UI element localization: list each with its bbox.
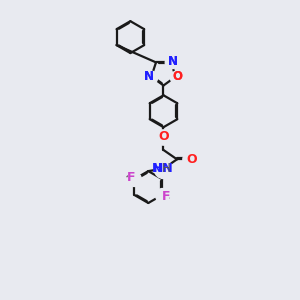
Text: O: O <box>186 153 197 166</box>
Text: N: N <box>144 70 154 83</box>
Text: N: N <box>168 55 178 68</box>
Text: O: O <box>173 70 183 83</box>
Text: H: H <box>162 162 171 175</box>
Text: F: F <box>127 171 136 184</box>
Text: N: N <box>168 55 178 68</box>
Text: F: F <box>161 190 170 203</box>
Text: O: O <box>173 70 183 83</box>
Text: HN: HN <box>153 162 174 175</box>
Text: N: N <box>144 70 154 83</box>
Text: N: N <box>152 162 162 175</box>
Text: O: O <box>158 130 169 143</box>
